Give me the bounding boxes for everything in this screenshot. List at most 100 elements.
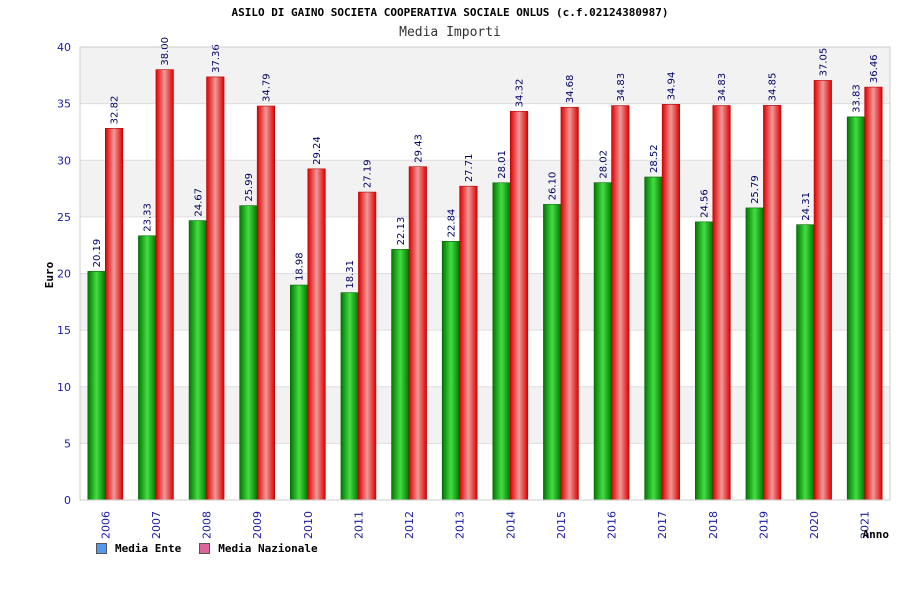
x-tick-label: 2019: [757, 511, 770, 539]
bar-media-nazionale: [206, 76, 225, 501]
data-label: 32.82: [110, 96, 121, 125]
data-label: 26.10: [548, 172, 559, 201]
x-tick-label: 2015: [555, 511, 568, 539]
x-tick-label: 2016: [606, 511, 619, 539]
y-tick-label: 5: [64, 437, 71, 450]
bar-media-nazionale: [105, 128, 124, 501]
bar-media-nazionale: [459, 185, 478, 501]
chart-title: ASILO DI GAINO SOCIETA COOPERATIVA SOCIA…: [231, 6, 669, 19]
bar-media-ente: [846, 116, 865, 501]
data-label: 34.32: [515, 79, 526, 108]
data-label: 29.24: [312, 136, 323, 165]
y-tick-label: 25: [57, 211, 71, 224]
x-tick-label: 2012: [403, 511, 416, 539]
bar-media-nazionale: [256, 105, 275, 501]
bar-media-nazionale: [510, 111, 529, 501]
bar-media-ente: [340, 292, 359, 501]
bar-media-nazionale: [813, 80, 832, 501]
y-tick-label: 10: [57, 381, 71, 394]
x-tick-label: 2009: [251, 511, 264, 539]
data-label: 27.19: [363, 159, 374, 188]
data-label: 28.02: [598, 150, 609, 179]
bar-media-nazionale: [661, 104, 680, 501]
bar-media-ente: [188, 220, 207, 501]
x-tick-label: 2006: [99, 511, 112, 539]
bar-media-ente: [290, 284, 309, 501]
bar-media-nazionale: [307, 168, 326, 501]
data-label: 37.36: [211, 44, 222, 73]
bar-media-ente: [492, 182, 511, 501]
legend: Media Ente Media Nazionale: [96, 542, 318, 555]
data-label: 20.19: [92, 239, 103, 268]
legend-swatch-media-ente: [96, 543, 107, 554]
legend-label-media-nazionale: Media Nazionale: [218, 542, 318, 555]
data-label: 33.83: [851, 84, 862, 113]
bar-media-nazionale: [864, 86, 883, 501]
data-label: 22.13: [396, 217, 407, 246]
chart-subtitle: Media Importi: [399, 25, 501, 40]
data-label: 34.94: [666, 72, 677, 101]
legend-label-media-ente: Media Ente: [115, 542, 182, 555]
bar-media-nazionale: [560, 106, 579, 501]
data-label: 25.99: [244, 173, 255, 202]
bar-media-nazionale: [763, 105, 782, 501]
bar-media-ente: [593, 182, 612, 501]
x-tick-label: 2013: [454, 511, 467, 539]
data-label: 24.31: [801, 192, 812, 221]
y-tick-label: 0: [64, 494, 71, 507]
data-label: 22.84: [446, 209, 457, 238]
data-label: 34.68: [565, 75, 576, 104]
data-label: 28.01: [497, 150, 508, 179]
y-tick-label: 40: [57, 41, 71, 54]
bar-media-nazionale: [712, 105, 731, 501]
x-tick-label: 2021: [859, 511, 872, 539]
data-label: 37.05: [818, 48, 829, 77]
bar-media-ente: [239, 205, 258, 501]
x-tick-label: 2014: [504, 511, 517, 539]
legend-item-media-ente: Media Ente: [96, 542, 181, 555]
data-label: 18.31: [345, 260, 356, 289]
legend-swatch-media-nazionale: [199, 543, 211, 554]
y-tick-label: 35: [57, 98, 71, 111]
data-label: 24.67: [193, 188, 204, 217]
data-label: 25.79: [750, 175, 761, 204]
data-label: 29.43: [413, 134, 424, 163]
x-tick-label: 2011: [352, 511, 365, 539]
x-tick-label: 2020: [808, 511, 821, 539]
x-tick-label: 2010: [302, 511, 315, 539]
bar-media-nazionale: [611, 105, 630, 501]
bar-media-ente: [391, 249, 410, 501]
data-label: 23.33: [143, 203, 154, 232]
bar-media-ente: [695, 221, 714, 501]
bar-media-nazionale: [408, 166, 427, 501]
bar-media-ente: [745, 207, 764, 501]
x-tick-label: 2007: [150, 511, 163, 539]
y-tick-label: 20: [57, 268, 71, 281]
data-label: 18.98: [295, 252, 306, 281]
plot-frame: [79, 46, 891, 501]
bar-media-ente: [87, 271, 106, 501]
y-tick-label: 15: [57, 324, 71, 337]
data-label: 24.56: [700, 189, 711, 218]
data-label: 28.52: [649, 144, 660, 173]
bar-media-ente: [796, 224, 815, 501]
data-label: 34.85: [768, 73, 779, 102]
data-label: 27.71: [464, 154, 475, 183]
x-tick-label: 2018: [707, 511, 720, 539]
bar-media-nazionale: [155, 69, 174, 501]
x-tick-label: 2017: [656, 511, 669, 539]
data-label: 34.83: [616, 73, 627, 102]
legend-item-media-nazionale: Media Nazionale: [199, 542, 318, 555]
data-label: 34.79: [261, 73, 272, 102]
data-label: 36.46: [869, 54, 880, 83]
y-tick-label: 30: [57, 154, 71, 167]
bar-media-ente: [543, 204, 562, 501]
x-tick-label: 2008: [201, 511, 214, 539]
data-label: 38.00: [160, 37, 171, 66]
x-axis-title: Anno: [863, 528, 890, 541]
bar-media-ente: [441, 241, 460, 501]
bar-media-nazionale: [358, 191, 377, 501]
data-label: 34.83: [717, 73, 728, 102]
y-axis-title: Euro: [43, 261, 56, 288]
